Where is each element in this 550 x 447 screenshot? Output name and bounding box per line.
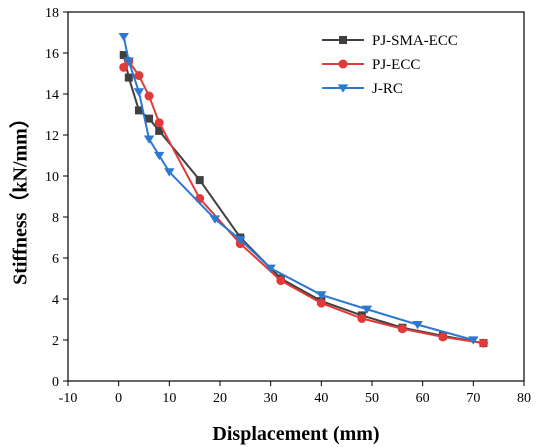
y-tick-label: 4 [52, 293, 59, 308]
plot-frame [67, 11, 525, 382]
data-point [478, 338, 488, 348]
data-point [397, 324, 407, 334]
data-point [155, 126, 164, 135]
data-point [316, 291, 327, 300]
y-tick-label: 2 [52, 334, 59, 349]
x-tick-label: 20 [213, 391, 227, 406]
series-line [122, 36, 474, 341]
y-axis: 0 2 4 6 8 10 12 14 16 18 [45, 6, 68, 390]
x-axis-title: Displacement (mm) [212, 423, 379, 445]
plot-border [67, 11, 525, 382]
data-point [339, 36, 347, 44]
legend-label: PJ-SMA-ECC [372, 33, 458, 49]
x-tick-label: 40 [314, 391, 328, 406]
data-point [468, 336, 479, 345]
y-tick-label: 8 [52, 211, 59, 226]
data-point [195, 194, 205, 204]
series-layer [118, 32, 488, 348]
data-point [123, 57, 134, 66]
legend-label: J-RC [372, 81, 403, 97]
data-point [145, 114, 154, 123]
series-line [122, 59, 484, 345]
data-point [357, 313, 367, 323]
series-j-rc [118, 32, 479, 345]
data-point [338, 59, 348, 69]
series-line [122, 54, 484, 345]
series-pj-sma-ecc [119, 51, 488, 348]
x-tick-label: 80 [517, 391, 531, 406]
y-tick-label: 6 [52, 252, 59, 267]
x-tick-label: -10 [59, 391, 78, 406]
legend-item: PJ-SMA-ECC [322, 33, 458, 49]
x-tick-label: 50 [365, 391, 379, 406]
data-point [337, 84, 349, 93]
y-tick-label: 18 [45, 6, 59, 21]
data-point [316, 298, 326, 308]
data-point [124, 73, 133, 82]
x-tick-label: 70 [466, 391, 480, 406]
data-point [154, 151, 165, 161]
data-point [118, 32, 129, 42]
y-axis-title: Stiffness（kN/mm） [9, 108, 32, 285]
data-point [134, 106, 143, 115]
x-tick-label: 60 [416, 391, 430, 406]
x-tick-label: 30 [264, 391, 278, 406]
data-point [265, 264, 276, 273]
data-point [412, 320, 423, 330]
legend-label: PJ-ECC [372, 57, 420, 73]
y-tick-label: 10 [45, 170, 59, 185]
data-point [133, 88, 145, 97]
y-tick-label: 0 [52, 375, 59, 390]
data-point [209, 215, 221, 224]
data-point [134, 71, 144, 81]
data-point [119, 62, 129, 72]
legend-item: J-RC [322, 81, 403, 97]
data-point [276, 276, 286, 286]
x-tick-label: 10 [162, 391, 176, 406]
data-point [438, 332, 448, 342]
data-point [143, 135, 155, 144]
legend: PJ-SMA-ECC PJ-ECC J-RC [322, 33, 458, 97]
y-tick-label: 12 [45, 129, 59, 144]
data-point [361, 305, 373, 314]
series-pj-ecc [119, 56, 488, 348]
y-tick-label: 14 [45, 88, 59, 103]
data-point [195, 176, 204, 185]
data-point [235, 235, 246, 245]
data-point [119, 51, 128, 60]
y-tick-label: 16 [45, 47, 59, 62]
data-point [144, 91, 154, 101]
x-axis: -10 0 10 20 30 40 50 60 70 80 [59, 381, 531, 406]
x-tick-label: 0 [115, 391, 122, 406]
data-point [164, 168, 175, 177]
legend-item: PJ-ECC [322, 57, 420, 73]
data-point [154, 118, 164, 128]
